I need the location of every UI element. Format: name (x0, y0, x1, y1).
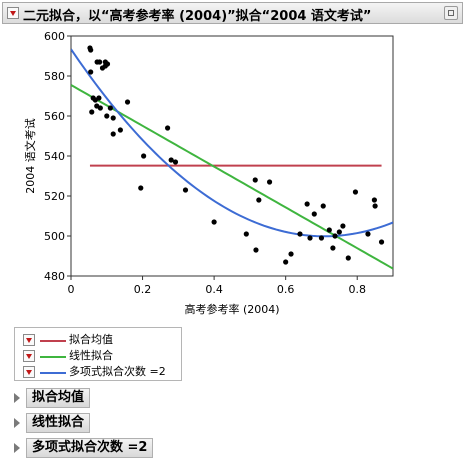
data-point (256, 197, 262, 203)
data-point (117, 127, 123, 133)
data-point (345, 255, 351, 261)
legend-item-linear-fit: 线性拟合 (23, 349, 183, 363)
data-point (141, 153, 147, 159)
y-tick-label: 540 (44, 150, 65, 163)
data-point (107, 105, 113, 111)
data-point (307, 235, 313, 241)
x-tick-label: 0.2 (134, 283, 152, 296)
data-point (104, 113, 110, 119)
y-tick-label: 500 (44, 230, 65, 243)
legend-label: 拟合均值 (69, 333, 113, 346)
data-point (110, 131, 116, 137)
data-point (97, 59, 103, 65)
data-point (372, 203, 378, 209)
disclosure-triangle-icon[interactable] (14, 443, 20, 453)
data-point (320, 203, 326, 209)
outline-title-bar: 二元拟合，以“高考参考率 (2004)”拟合“2004 语文考试” (2, 2, 463, 24)
data-point (304, 201, 310, 207)
data-point (138, 185, 144, 191)
data-point (182, 187, 189, 193)
data-point (318, 235, 325, 241)
red-triangle-menu-icon[interactable] (23, 366, 35, 378)
y-tick-label: 480 (44, 270, 65, 283)
data-point (365, 231, 371, 237)
data-point (330, 245, 336, 251)
y-tick-label: 580 (44, 70, 65, 83)
legend-swatch-linear (40, 356, 66, 358)
disclosure-triangle-icon[interactable] (14, 418, 20, 428)
x-tick-label: 0.4 (205, 283, 223, 296)
data-point (96, 95, 102, 101)
data-point (283, 259, 289, 265)
disclosure-triangle-icon[interactable] (14, 393, 20, 403)
data-point (288, 251, 294, 257)
data-point (352, 189, 359, 195)
data-point (266, 179, 273, 185)
data-point (124, 99, 131, 105)
report-title[interactable]: 拟合均值 (26, 388, 91, 408)
data-point (378, 239, 385, 245)
data-point (172, 159, 179, 165)
data-point (97, 105, 103, 111)
legend-label: 线性拟合 (69, 349, 113, 362)
x-tick-label: 0.8 (348, 283, 366, 296)
data-point (211, 219, 217, 225)
data-point (110, 115, 116, 121)
y-tick-label: 560 (44, 110, 65, 123)
bivariate-plot: 480 500 520 540 560 580 600 0 0.2 0.4 0.6 0.8 高考参考率 … (23, 30, 394, 316)
outline-title: 二元拟合，以“高考参考率 (2004)”拟合“2004 语文考试” (23, 9, 372, 24)
legend-item-poly-fit: 多项式拟合次数 =2 (23, 365, 183, 379)
data-point (89, 109, 95, 115)
data-point (168, 157, 174, 163)
data-point (243, 231, 249, 237)
y-tick-label: 600 (44, 30, 65, 43)
fit-line-linear (71, 84, 393, 270)
data-point (326, 227, 332, 233)
data-point (336, 229, 342, 235)
red-triangle-menu-icon[interactable] (7, 7, 19, 19)
report-title[interactable]: 线性拟合 (26, 413, 91, 433)
fit-legend: 拟合均值 线性拟合 多项式拟合次数 =2 (14, 327, 182, 381)
data-point (297, 231, 303, 237)
red-triangle-menu-icon[interactable] (23, 350, 35, 362)
legend-swatch-poly (40, 372, 66, 374)
data-point (253, 247, 259, 253)
data-point (104, 61, 111, 67)
data-point (88, 69, 94, 75)
data-point (252, 177, 258, 183)
report-title[interactable]: 多项式拟合次数 =2 (26, 438, 154, 458)
legend-item-mean-fit: 拟合均值 (23, 333, 183, 347)
pin-icon[interactable] (444, 6, 458, 20)
x-tick-label: 0.6 (277, 283, 295, 296)
data-point (88, 47, 94, 53)
y-tick-label: 520 (44, 190, 65, 203)
legend-label: 多项式拟合次数 =2 (69, 365, 166, 378)
red-triangle-menu-icon[interactable] (23, 334, 35, 346)
data-point (371, 197, 377, 203)
x-axis-label: 高考参考率 (2004) (184, 302, 279, 316)
y-axis-label: 2004 语文考试 (23, 118, 37, 194)
data-point (332, 233, 338, 239)
data-point (165, 125, 171, 131)
legend-swatch-mean (40, 340, 66, 342)
data-point (311, 211, 317, 217)
data-point (340, 223, 346, 229)
fit-line-poly (71, 48, 393, 238)
x-tick-label: 0 (68, 283, 75, 296)
